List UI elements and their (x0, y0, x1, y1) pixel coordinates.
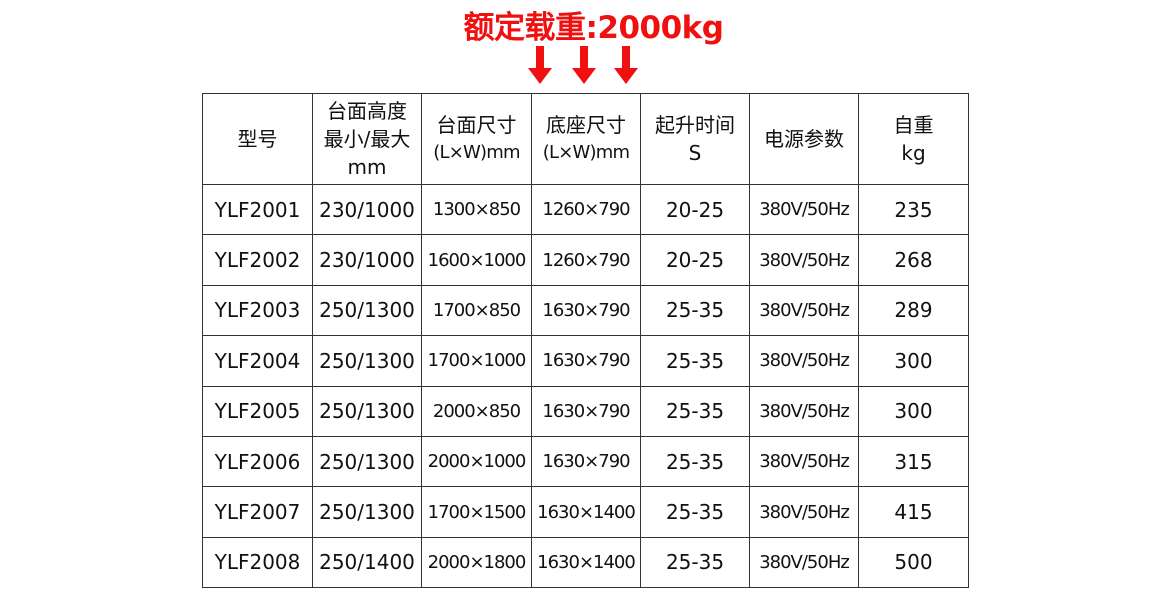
cell-table-size: 2000×850 (421, 385, 532, 437)
header-text: 台面高度 (327, 99, 407, 123)
rated-load-title: 额定载重:2000kg (463, 10, 724, 46)
cell-model: YLF2007 (202, 486, 313, 538)
cell-model: YLF2001 (202, 183, 313, 236)
cell-table-height: 230/1000 (312, 183, 422, 236)
table-row: YLF2007 250/1300 1700×1500 1630×1400 25-35 38… (202, 486, 969, 538)
cell-table-size: 2000×1800 (421, 536, 532, 589)
cell-table-height: 250/1300 (312, 435, 422, 488)
cell-weight: 500 (858, 536, 969, 589)
arrow-down-icon (528, 46, 552, 84)
cell-table-size: 1700×850 (421, 284, 532, 337)
table-row: YLF2004 250/1300 1700×1000 1630×790 25-35 380… (202, 335, 969, 387)
header-table-height: 台面高度最小/最大 mm (312, 93, 422, 185)
header-lift-time: 起升时间 S (640, 93, 750, 185)
table-row: YLF2006 250/1300 2000×1000 1630×790 25-35 380… (202, 435, 969, 488)
cell-table-height: 250/1400 (312, 536, 422, 589)
cell-table-height: 250/1300 (312, 385, 422, 437)
cell-base-size: 1630×790 (531, 385, 641, 437)
cell-table-height: 250/1300 (312, 486, 422, 538)
cell-lift-time: 25-35 (640, 435, 750, 488)
header-text: mm (347, 155, 387, 179)
table-row: YLF2001 230/1000 1300×850 1260×790 20-25 380V… (202, 183, 969, 236)
cell-table-size: 1300×850 (421, 183, 532, 236)
cell-lift-time: 25-35 (640, 385, 750, 437)
cell-power: 380V/50Hz (749, 435, 859, 488)
header-text: (L×W)mm (433, 142, 520, 163)
header-text: 电源参数 (764, 127, 844, 151)
header-power: 电源参数 (749, 93, 859, 185)
cell-power: 380V/50Hz (749, 335, 859, 387)
cell-model: YLF2003 (202, 284, 313, 337)
cell-weight: 300 (858, 385, 969, 437)
arrow-down-icon (572, 46, 596, 84)
cell-base-size: 1260×790 (531, 234, 641, 286)
cell-lift-time: 25-35 (640, 486, 750, 538)
table-row: YLF2003 250/1300 1700×850 1630×790 25-35 380V… (202, 284, 969, 337)
cell-base-size: 1630×790 (531, 435, 641, 488)
cell-weight: 235 (858, 183, 969, 236)
cell-weight: 289 (858, 284, 969, 337)
cell-model: YLF2005 (202, 385, 313, 437)
cell-power: 380V/50Hz (749, 486, 859, 538)
cell-model: YLF2008 (202, 536, 313, 589)
cell-lift-time: 25-35 (640, 536, 750, 589)
cell-base-size: 1630×790 (531, 284, 641, 337)
cell-weight: 315 (858, 435, 969, 488)
cell-lift-time: 25-35 (640, 335, 750, 387)
cell-table-size: 2000×1000 (421, 435, 532, 488)
cell-base-size: 1630×1400 (531, 536, 641, 589)
header-text: 型号 (237, 127, 278, 151)
cell-lift-time: 20-25 (640, 183, 750, 236)
cell-base-size: 1630×1400 (531, 486, 641, 538)
cell-weight: 300 (858, 335, 969, 387)
header-weight: 自重 kg (858, 93, 969, 185)
arrow-down-icon (614, 46, 638, 84)
cell-table-size: 1700×1500 (421, 486, 532, 538)
spec-table: 型号 台面高度最小/最大 mm 台面尺寸 (L×W)mm 底座尺寸 (L×W)mm 起升时间 S… (202, 93, 969, 589)
table-row: YLF2005 250/1300 2000×850 1630×790 25-35 380V… (202, 385, 969, 437)
cell-power: 380V/50Hz (749, 385, 859, 437)
cell-base-size: 1260×790 (531, 183, 641, 236)
header-text: 最小/最大 (323, 127, 411, 151)
cell-table-size: 1600×1000 (421, 234, 532, 286)
cell-lift-time: 25-35 (640, 284, 750, 337)
header-text: kg (901, 141, 926, 165)
table-header-row: 型号 台面高度最小/最大 mm 台面尺寸 (L×W)mm 底座尺寸 (L×W)mm 起升时间 S… (202, 93, 969, 185)
cell-power: 380V/50Hz (749, 234, 859, 286)
cell-power: 380V/50Hz (749, 284, 859, 337)
cell-power: 380V/50Hz (749, 536, 859, 589)
header-model: 型号 (202, 93, 313, 185)
header-base-size: 底座尺寸 (L×W)mm (531, 93, 641, 185)
header-table-size: 台面尺寸 (L×W)mm (421, 93, 532, 185)
header-text: 自重 (893, 113, 934, 137)
cell-base-size: 1630×790 (531, 335, 641, 387)
cell-weight: 268 (858, 234, 969, 286)
table-row: YLF2008 250/1400 2000×1800 1630×1400 25-35 38… (202, 536, 969, 589)
cell-table-size: 1700×1000 (421, 335, 532, 387)
cell-weight: 415 (858, 486, 969, 538)
table-row: YLF2002 230/1000 1600×1000 1260×790 20-25 380… (202, 234, 969, 286)
cell-model: YLF2004 (202, 335, 313, 387)
cell-power: 380V/50Hz (749, 183, 859, 236)
cell-table-height: 250/1300 (312, 335, 422, 387)
header-text: S (688, 141, 702, 165)
cell-table-height: 230/1000 (312, 234, 422, 286)
header-text: 起升时间 (655, 113, 735, 137)
header-text: (L×W)mm (542, 142, 630, 163)
cell-table-height: 250/1300 (312, 284, 422, 337)
cell-model: YLF2006 (202, 435, 313, 488)
header-text: 底座尺寸 (546, 113, 626, 137)
cell-model: YLF2002 (202, 234, 313, 286)
cell-lift-time: 20-25 (640, 234, 750, 286)
header-text: 台面尺寸 (436, 113, 517, 137)
